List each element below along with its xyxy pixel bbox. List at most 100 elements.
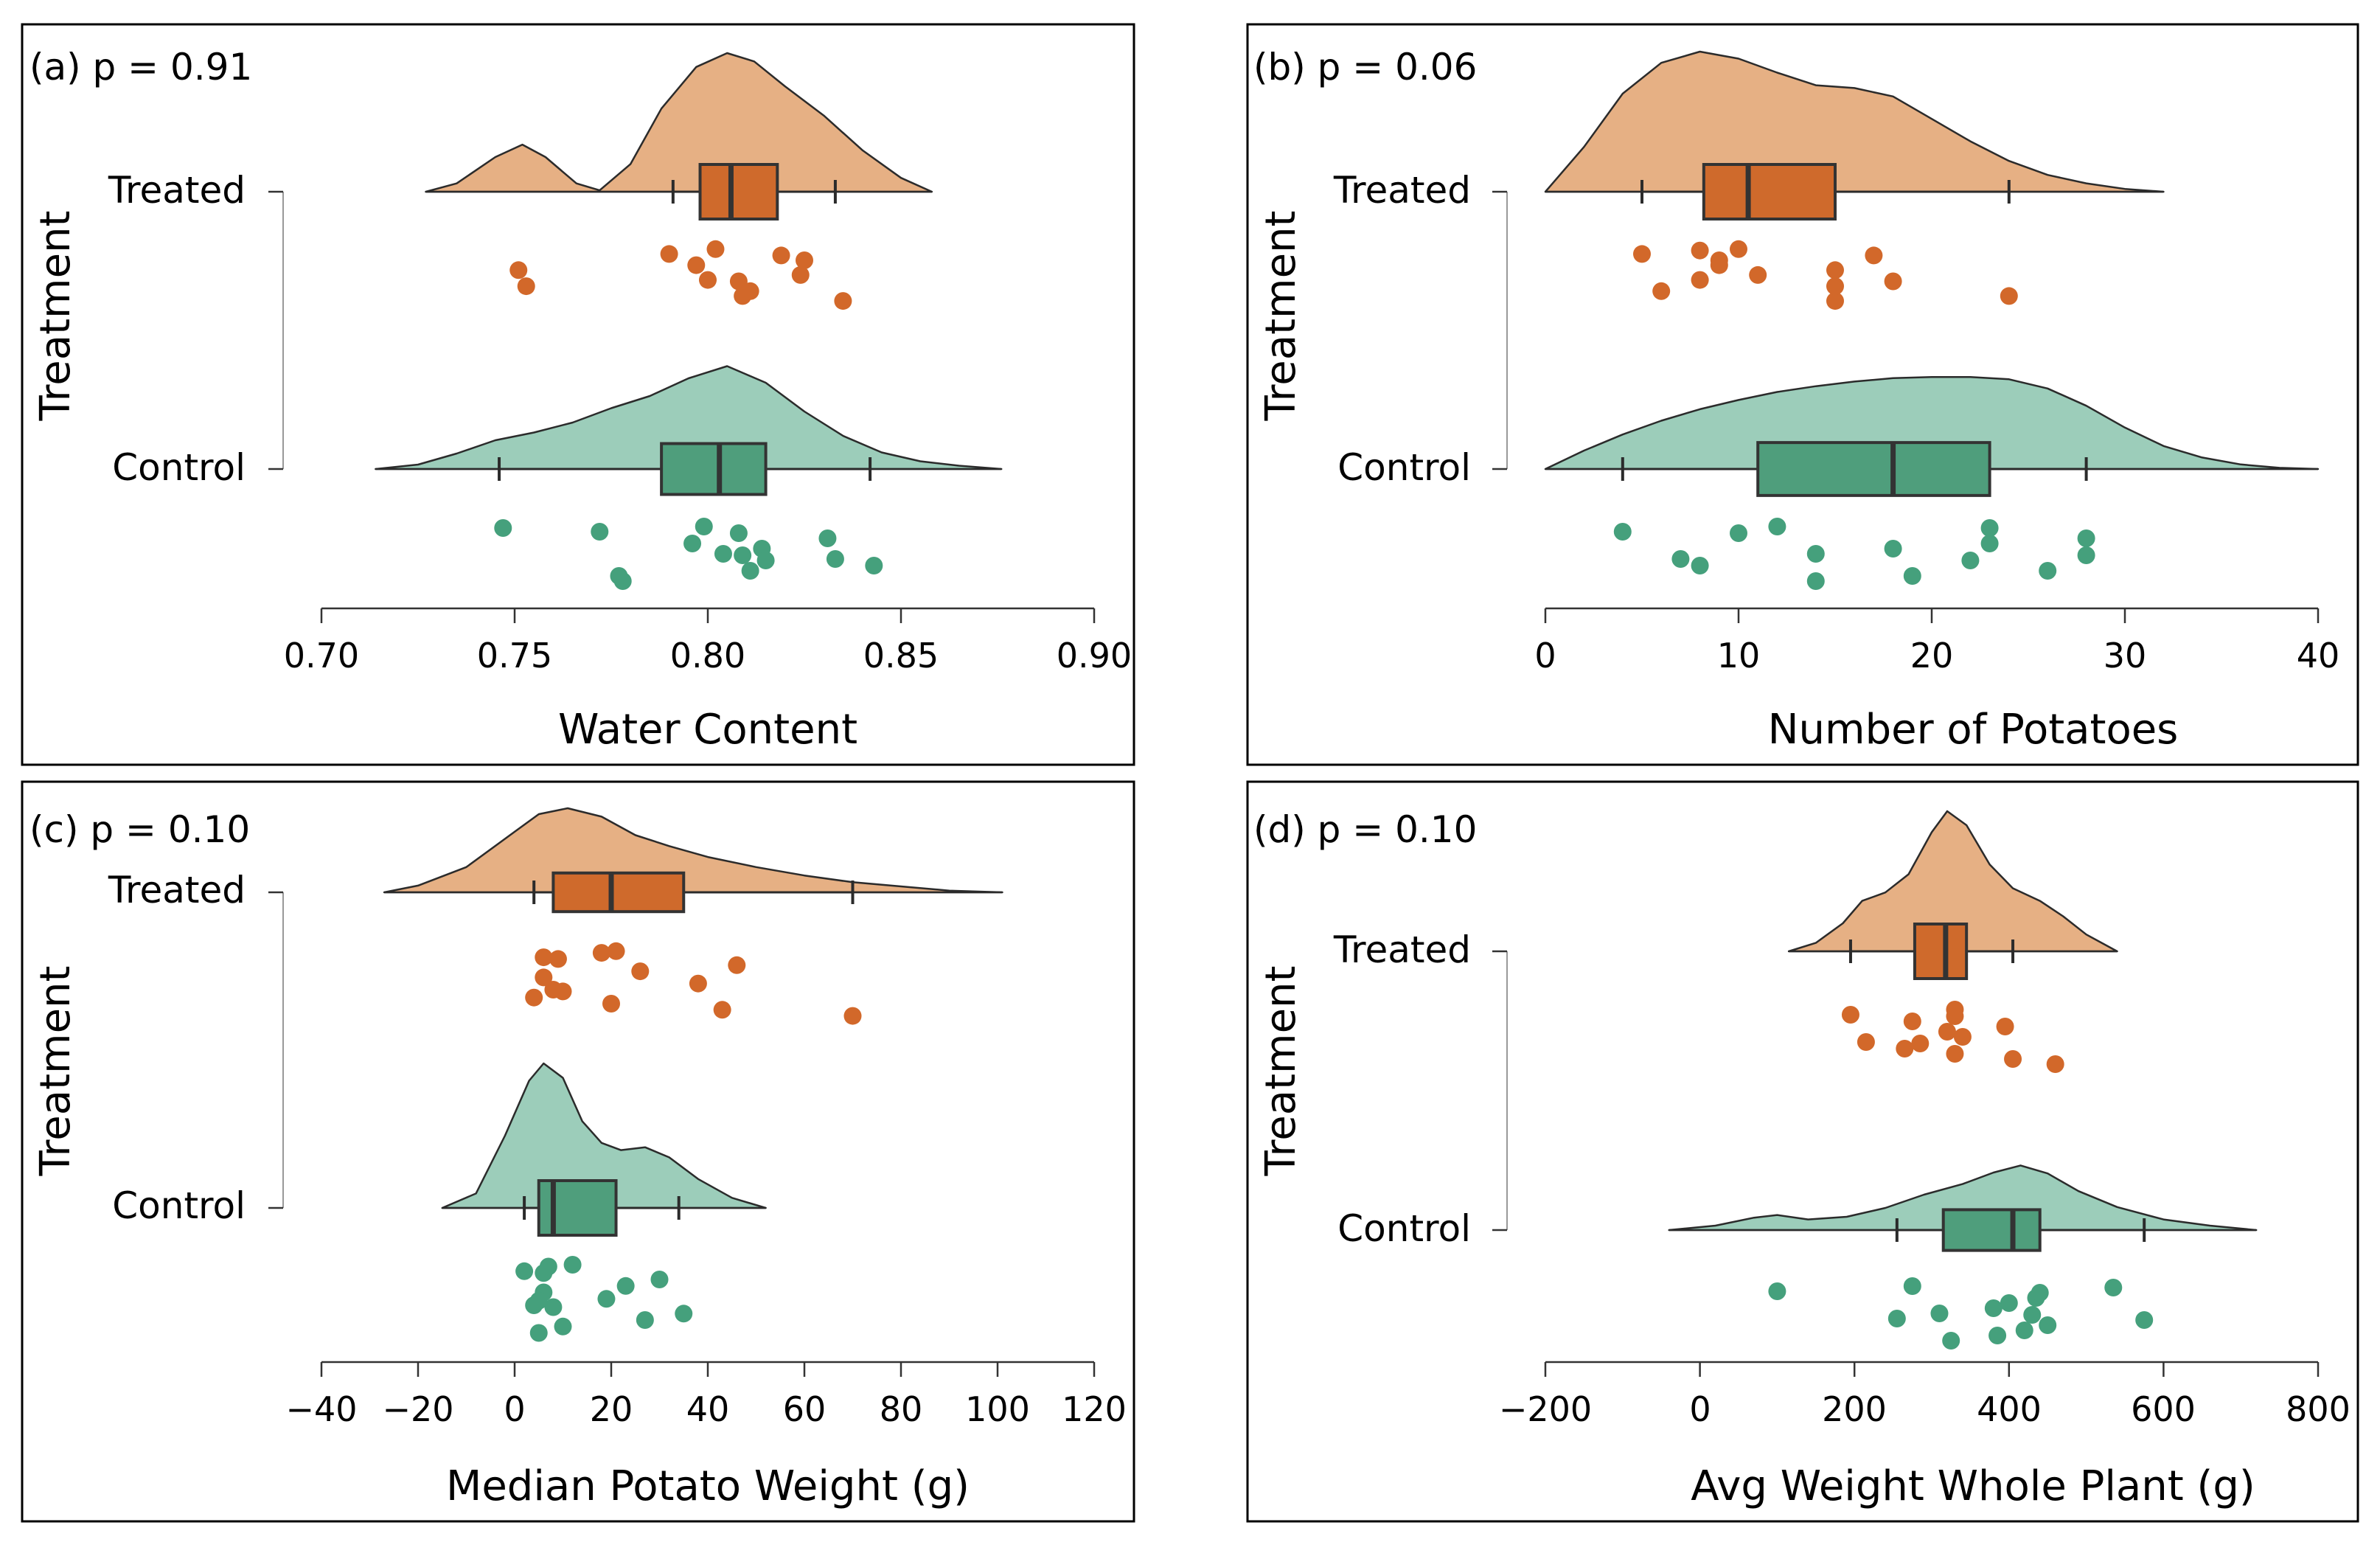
x-tick-label: 100 xyxy=(965,1389,1030,1429)
panel-frame xyxy=(1246,780,2359,1523)
x-tick-label: 0.70 xyxy=(284,636,359,676)
data-point-control xyxy=(515,1262,534,1280)
panel-title: (a) p = 0.91 xyxy=(29,46,252,88)
data-point-control xyxy=(734,546,752,564)
panel-d: (d) p = 0.10 Treatment Avg Weight Whole … xyxy=(1246,780,2359,1523)
x-tick-label: 400 xyxy=(1977,1389,2042,1429)
data-point-treated xyxy=(1884,272,1902,291)
x-axis-title: Median Potato Weight (g) xyxy=(446,1462,970,1510)
group-label-treated: Treated xyxy=(108,869,246,911)
data-point-treated xyxy=(1826,261,1844,279)
density-curve-treated xyxy=(383,807,1003,894)
data-point-control xyxy=(597,1290,616,1308)
data-point-treated xyxy=(1896,1040,1914,1057)
data-point-treated xyxy=(535,968,553,987)
x-tick-label: 0.85 xyxy=(863,636,939,676)
data-point-treated xyxy=(1841,1006,1859,1024)
data-point-control xyxy=(2039,562,2057,580)
data-point-control xyxy=(865,557,883,574)
data-point-control xyxy=(563,1256,582,1274)
data-point-treated xyxy=(607,942,625,960)
data-point-treated xyxy=(602,995,620,1013)
data-point-control xyxy=(539,1257,557,1276)
data-point-treated xyxy=(517,277,535,296)
data-point-control xyxy=(650,1271,669,1288)
data-point-treated xyxy=(1938,1023,1956,1041)
data-point-control xyxy=(1884,540,1902,558)
data-point-control xyxy=(2077,529,2095,547)
data-point-control xyxy=(1961,552,1980,569)
data-point-control xyxy=(1984,1299,2003,1317)
group-label-control: Control xyxy=(1337,1207,1471,1250)
data-point-control xyxy=(1806,545,1825,563)
data-point-control xyxy=(818,529,837,547)
box-control xyxy=(1941,1208,2042,1252)
box-control xyxy=(1756,441,1991,497)
data-point-treated xyxy=(2004,1050,2022,1068)
x-tick-label: 0 xyxy=(1534,636,1556,676)
x-tick-label: 30 xyxy=(2104,636,2147,676)
data-point-treated xyxy=(1865,246,1883,265)
x-tick-label: 600 xyxy=(2131,1389,2196,1429)
data-point-control xyxy=(529,1291,548,1310)
panel-title: (d) p = 0.10 xyxy=(1253,808,1477,851)
density-curve-control xyxy=(441,1062,767,1209)
data-point-control xyxy=(616,1277,635,1295)
data-point-treated xyxy=(728,956,746,974)
group-label-control: Control xyxy=(112,446,246,489)
data-point-control xyxy=(683,535,702,552)
data-point-control xyxy=(675,1305,693,1323)
density-curve-control xyxy=(1544,375,2320,470)
x-tick-label: −200 xyxy=(1499,1389,1592,1429)
x-tick-label: 0.75 xyxy=(477,636,552,676)
plot-area xyxy=(1492,810,2320,1377)
data-point-control xyxy=(2077,546,2095,564)
data-point-treated xyxy=(554,982,572,1001)
data-point-control xyxy=(1903,1277,1921,1295)
box-treated xyxy=(1702,163,1837,220)
y-axis-title: Treatment xyxy=(32,211,80,422)
data-point-treated xyxy=(772,246,790,265)
y-axis-title: Treatment xyxy=(32,966,80,1177)
data-point-treated xyxy=(509,261,528,279)
data-point-treated xyxy=(1911,1035,1930,1052)
group-label-treated: Treated xyxy=(108,169,246,212)
data-point-control xyxy=(636,1311,654,1329)
panel-c: (c) p = 0.10 Treatment Median Potato Wei… xyxy=(21,780,1135,1523)
data-point-control xyxy=(729,524,748,542)
data-point-treated xyxy=(699,271,717,289)
data-point-treated xyxy=(2046,1055,2064,1073)
data-point-treated xyxy=(843,1007,862,1025)
data-point-treated xyxy=(1946,1045,1964,1063)
x-axis-title: Number of Potatoes xyxy=(1768,706,2179,754)
data-point-control xyxy=(695,518,713,535)
data-point-control xyxy=(544,1298,563,1316)
data-point-treated xyxy=(706,240,725,258)
data-point-treated xyxy=(1652,282,1671,300)
data-point-treated xyxy=(834,292,852,310)
data-point-control xyxy=(529,1324,548,1342)
data-point-treated xyxy=(535,948,553,967)
data-point-control xyxy=(2031,1284,2049,1302)
data-point-treated xyxy=(1953,1028,1972,1046)
data-point-control xyxy=(1730,524,1747,542)
data-point-control xyxy=(714,545,732,563)
data-point-control xyxy=(1988,1327,2007,1344)
data-point-control xyxy=(2015,1322,2033,1339)
panel-title: (c) p = 0.10 xyxy=(29,808,250,851)
box-control xyxy=(660,442,768,496)
data-point-control xyxy=(1768,518,1786,535)
data-point-treated xyxy=(791,265,810,284)
x-tick-label: 10 xyxy=(1717,636,1761,676)
data-point-treated xyxy=(549,950,567,968)
density-curve-treated xyxy=(1787,810,2118,953)
data-point-treated xyxy=(741,282,759,300)
data-point-treated xyxy=(2000,287,2018,305)
data-point-control xyxy=(756,552,775,569)
data-point-treated xyxy=(660,245,678,263)
x-tick-label: 0 xyxy=(504,1389,525,1429)
group-label-treated: Treated xyxy=(1333,169,1471,212)
data-point-treated xyxy=(631,962,650,981)
x-tick-label: −40 xyxy=(285,1389,357,1429)
